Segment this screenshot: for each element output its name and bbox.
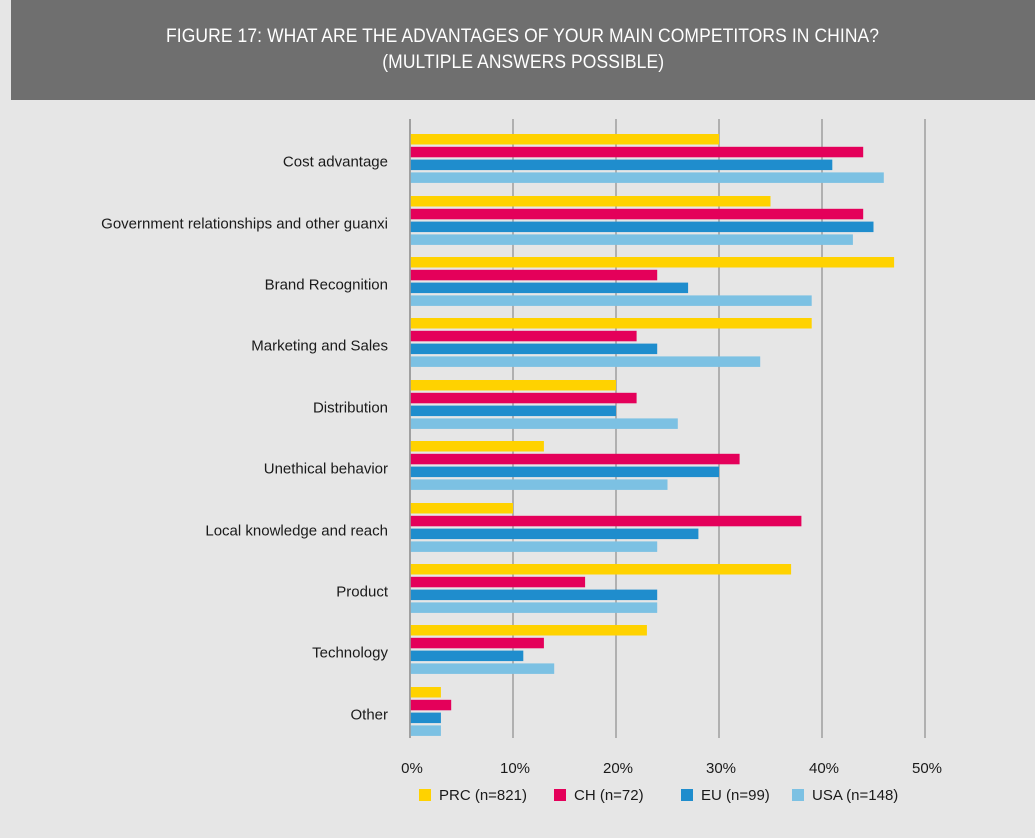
bar-7-0 [410, 564, 792, 575]
bar-1-1 [410, 208, 864, 220]
bar-2-0 [410, 257, 895, 268]
category-label: Unethical behavior [264, 461, 388, 478]
bar-8-3 [410, 663, 555, 674]
bar-4-3 [410, 418, 678, 429]
legend-label: USA (n=148) [812, 787, 898, 804]
category-label: Cost advantage [283, 154, 388, 171]
legend-swatch [554, 789, 566, 801]
bar-3-0 [410, 318, 812, 329]
bar-1-3 [410, 234, 853, 245]
bar-chart: Cost advantage Government relationships a… [101, 119, 942, 804]
bar-7-2 [410, 589, 658, 601]
bar-0-3 [410, 172, 884, 183]
x-tick-label: 20% [603, 760, 633, 777]
category-label: Distribution [313, 400, 388, 417]
bar-5-2 [410, 466, 719, 478]
figure-title-line-2: (MULTIPLE ANSWERS POSSIBLE) [382, 52, 664, 73]
bar-6-3 [410, 541, 658, 552]
bar-3-3 [410, 356, 761, 367]
x-tick-label: 30% [706, 760, 736, 777]
bar-5-0 [410, 441, 544, 452]
bar-7-1 [410, 576, 586, 588]
legend-swatch [419, 789, 431, 801]
bar-5-3 [410, 479, 668, 490]
x-tick-label: 10% [500, 760, 530, 777]
bar-3-2 [410, 343, 658, 355]
bar-0-0 [410, 134, 719, 145]
legend-swatch [681, 789, 693, 801]
bar-8-1 [410, 637, 544, 649]
category-label: Other [350, 707, 388, 724]
bar-6-1 [410, 515, 802, 527]
legend-swatch [792, 789, 804, 801]
bar-8-2 [410, 650, 524, 662]
bar-7-3 [410, 602, 658, 613]
bar-2-2 [410, 282, 689, 294]
bar-6-0 [410, 503, 513, 514]
bar-4-1 [410, 392, 637, 404]
category-label: Product [336, 584, 389, 601]
bar-2-1 [410, 269, 658, 281]
category-label: Brand Recognition [265, 277, 388, 294]
legend-label: PRC (n=821) [439, 787, 527, 804]
bar-4-2 [410, 405, 616, 417]
bar-0-2 [410, 159, 833, 171]
bar-9-3 [410, 725, 441, 736]
category-label: Marketing and Sales [251, 338, 388, 355]
bar-1-0 [410, 196, 771, 207]
legend-label: CH (n=72) [574, 787, 644, 804]
bar-9-0 [410, 687, 441, 698]
chart-panel: Cost advantage Government relationships a… [11, 100, 1035, 838]
figure-header: FIGURE 17: WHAT ARE THE ADVANTAGES OF YO… [11, 0, 1035, 100]
legend-label: EU (n=99) [701, 787, 770, 804]
bar-3-1 [410, 330, 637, 342]
bar-9-1 [410, 699, 452, 711]
bar-2-3 [410, 295, 812, 306]
x-tick-label: 40% [809, 760, 839, 777]
bar-1-2 [410, 221, 874, 233]
bar-5-1 [410, 453, 740, 465]
category-label: Technology [312, 645, 388, 662]
bar-9-2 [410, 712, 441, 724]
category-label: Government relationships and other guanx… [101, 216, 388, 233]
bar-4-0 [410, 380, 616, 391]
x-tick-label: 50% [912, 760, 942, 777]
x-tick-label: 0% [401, 760, 423, 777]
bar-8-0 [410, 625, 647, 636]
bar-6-2 [410, 528, 699, 540]
figure-title-line-1: FIGURE 17: WHAT ARE THE ADVANTAGES OF YO… [166, 26, 880, 47]
bar-0-1 [410, 146, 864, 158]
category-label: Local knowledge and reach [205, 523, 388, 540]
